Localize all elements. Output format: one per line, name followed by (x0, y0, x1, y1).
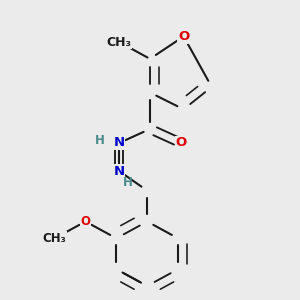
Text: O: O (178, 30, 189, 43)
Text: CH₃: CH₃ (107, 35, 132, 49)
Text: O: O (80, 215, 91, 228)
Text: N: N (114, 136, 125, 149)
Text: H: H (123, 176, 133, 189)
Text: N: N (114, 164, 125, 178)
Text: O: O (175, 136, 187, 149)
Text: CH₃: CH₃ (43, 232, 67, 245)
Text: H: H (94, 134, 104, 147)
